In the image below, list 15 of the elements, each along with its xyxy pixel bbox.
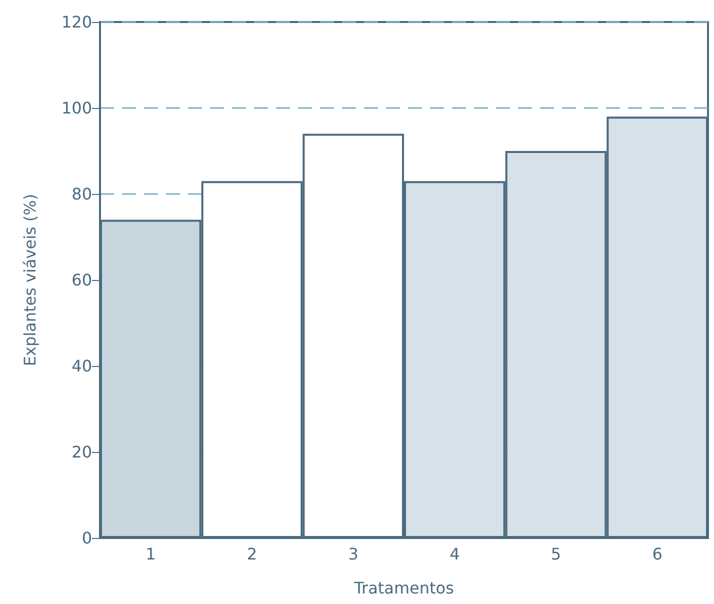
y-tick-label: 60 xyxy=(72,270,92,290)
y-tick-label: 120 xyxy=(61,12,92,32)
y-tick-label: 0 xyxy=(82,528,92,548)
x-axis-title: Tratamentos xyxy=(353,578,454,598)
x-tick-label: 5 xyxy=(550,544,562,564)
y-tick-label: 100 xyxy=(61,98,92,118)
x-tick-label: 2 xyxy=(246,544,258,564)
x-tick-label: 6 xyxy=(652,544,662,564)
x-tick-label: 1 xyxy=(146,544,156,564)
y-axis-title: Explantes viáveis (%) xyxy=(20,194,40,366)
y-tick-label: 40 xyxy=(72,356,92,376)
y-tick-label: 80 xyxy=(72,184,92,204)
x-tick-label: 4 xyxy=(450,544,460,564)
y-tick-label: 20 xyxy=(72,442,92,462)
x-tick-label: 3 xyxy=(348,544,358,564)
